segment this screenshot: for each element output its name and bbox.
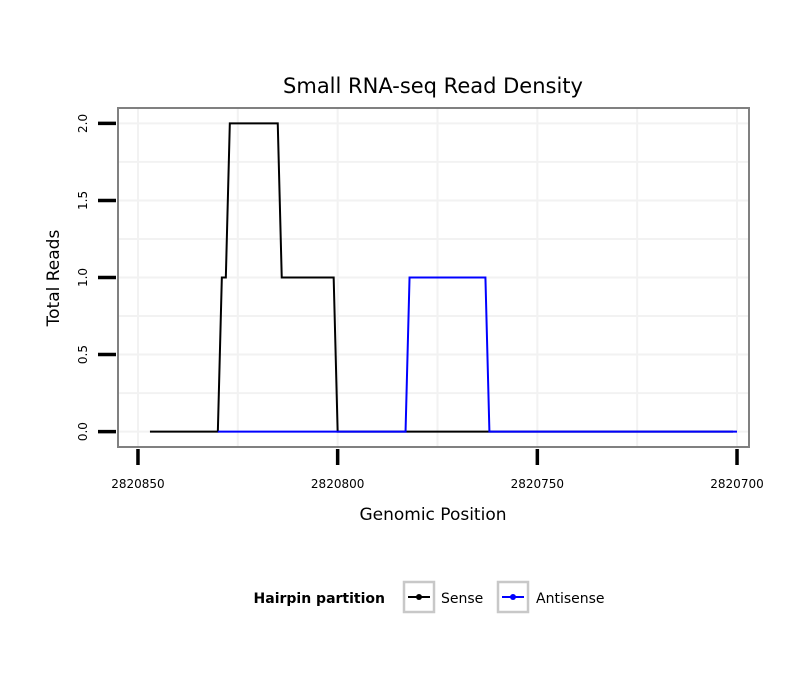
x-tick-label: 2820700 xyxy=(710,477,763,491)
legend-label-sense: Sense xyxy=(441,591,483,607)
plot-border xyxy=(117,107,750,448)
chart-title: Small RNA-seq Read Density xyxy=(283,74,583,98)
y-axis-title: Total Reads xyxy=(44,230,64,328)
legend-title: Hairpin partition xyxy=(254,591,385,607)
x-tick-label: 2820750 xyxy=(511,477,564,491)
x-tick-label: 2820800 xyxy=(311,477,364,491)
legend-label-antisense: Antisense xyxy=(536,591,605,607)
y-tick-label: 1.0 xyxy=(76,268,90,287)
legend-key-antisense-point xyxy=(510,594,516,600)
x-tick-label: 2820850 xyxy=(111,477,164,491)
y-tick-label: 2.0 xyxy=(76,114,90,133)
axes: 2820850 2820800 2820750 2820700 0.0 0.5 1.0 1.5… xyxy=(76,114,764,491)
series-line-sense xyxy=(149,122,734,433)
x-axis-title: Genomic Position xyxy=(359,505,506,525)
series-lines xyxy=(149,122,738,433)
y-tick-label: 0.0 xyxy=(76,422,90,441)
y-tick-label: 1.5 xyxy=(76,191,90,210)
series-line-antisense xyxy=(217,276,738,433)
y-tick-label: 0.5 xyxy=(76,345,90,364)
legend-key-sense-point xyxy=(416,594,422,600)
legend: Hairpin partition Sense Antisense xyxy=(254,580,605,614)
